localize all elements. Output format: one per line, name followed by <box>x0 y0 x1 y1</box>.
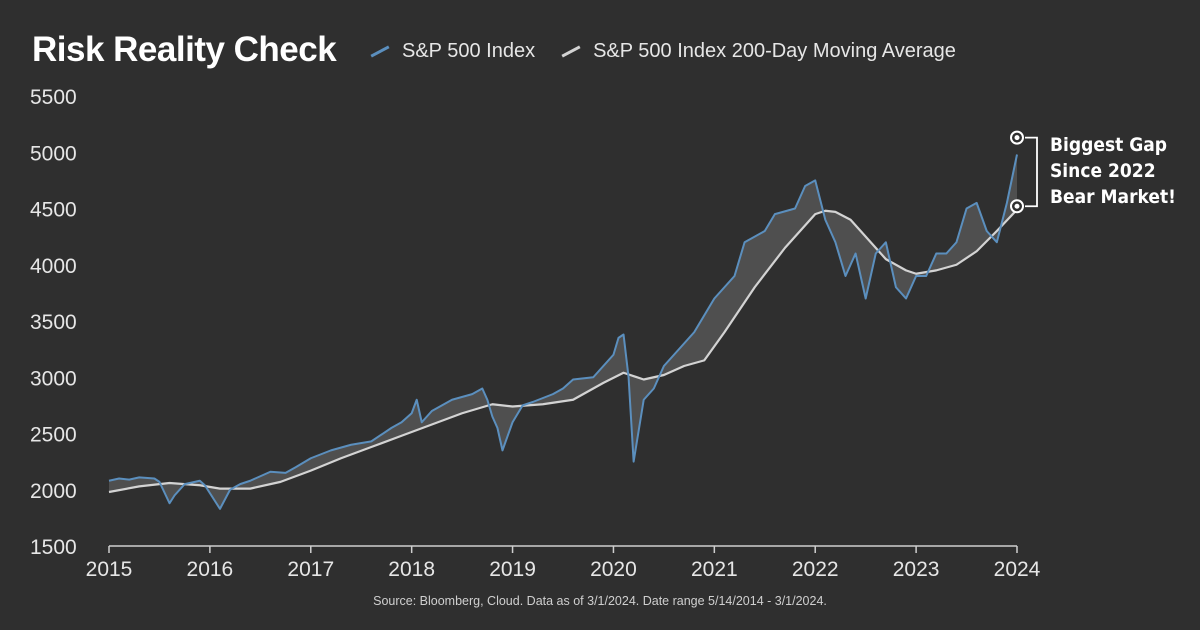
x-tick-label: 2021 <box>691 558 738 581</box>
legend: S&P 500 Index S&P 500 Index 200-Day Movi… <box>370 40 982 63</box>
y-tick-label: 5000 <box>30 142 77 165</box>
x-tick-label: 2018 <box>388 558 435 581</box>
x-tick-label: 2017 <box>287 558 334 581</box>
ma-series-line <box>108 208 1018 494</box>
annotation-marker-dot <box>1014 135 1020 141</box>
legend-item-index: S&P 500 Index <box>370 40 535 63</box>
source-note: Source: Bloomberg, Cloud. Data as of 3/1… <box>373 594 827 608</box>
annotation-text: Biggest Gap Since 2022 Bear Market! <box>1050 132 1176 210</box>
gap-fill-area <box>109 154 1017 509</box>
y-tick-label: 2000 <box>30 480 77 503</box>
y-tick-label: 3000 <box>30 367 77 390</box>
y-tick-label: 1500 <box>30 536 77 559</box>
annotation-line: Biggest Gap <box>1050 134 1168 156</box>
annotation-line: Since 2022 <box>1050 160 1156 182</box>
x-tick-label: 2020 <box>590 558 637 581</box>
x-tick-label: 2015 <box>86 558 133 581</box>
x-tick-label: 2016 <box>187 558 234 581</box>
y-tick-label: 3500 <box>30 311 77 334</box>
x-tick-label: 2024 <box>994 558 1041 581</box>
x-tick-label: 2023 <box>893 558 940 581</box>
annotation-bracket <box>1025 136 1038 208</box>
legend-label-index: S&P 500 Index <box>402 40 536 62</box>
x-tick-label: 2022 <box>792 558 839 581</box>
y-tick-label: 2500 <box>30 424 77 447</box>
chart-title: Risk Reality Check <box>32 30 337 69</box>
legend-label-ma: S&P 500 Index 200-Day Moving Average <box>593 40 956 62</box>
annotation-line: Bear Market! <box>1050 186 1176 208</box>
y-tick-label: 4000 <box>30 255 77 278</box>
index-series-line <box>108 154 1018 510</box>
legend-item-ma: S&P 500 Index 200-Day Moving Average <box>561 40 956 63</box>
x-tick-label: 2019 <box>489 558 536 581</box>
y-tick-label: 4500 <box>30 199 77 222</box>
annotation-marker-dot <box>1014 203 1020 209</box>
y-tick-label: 5500 <box>30 86 77 109</box>
